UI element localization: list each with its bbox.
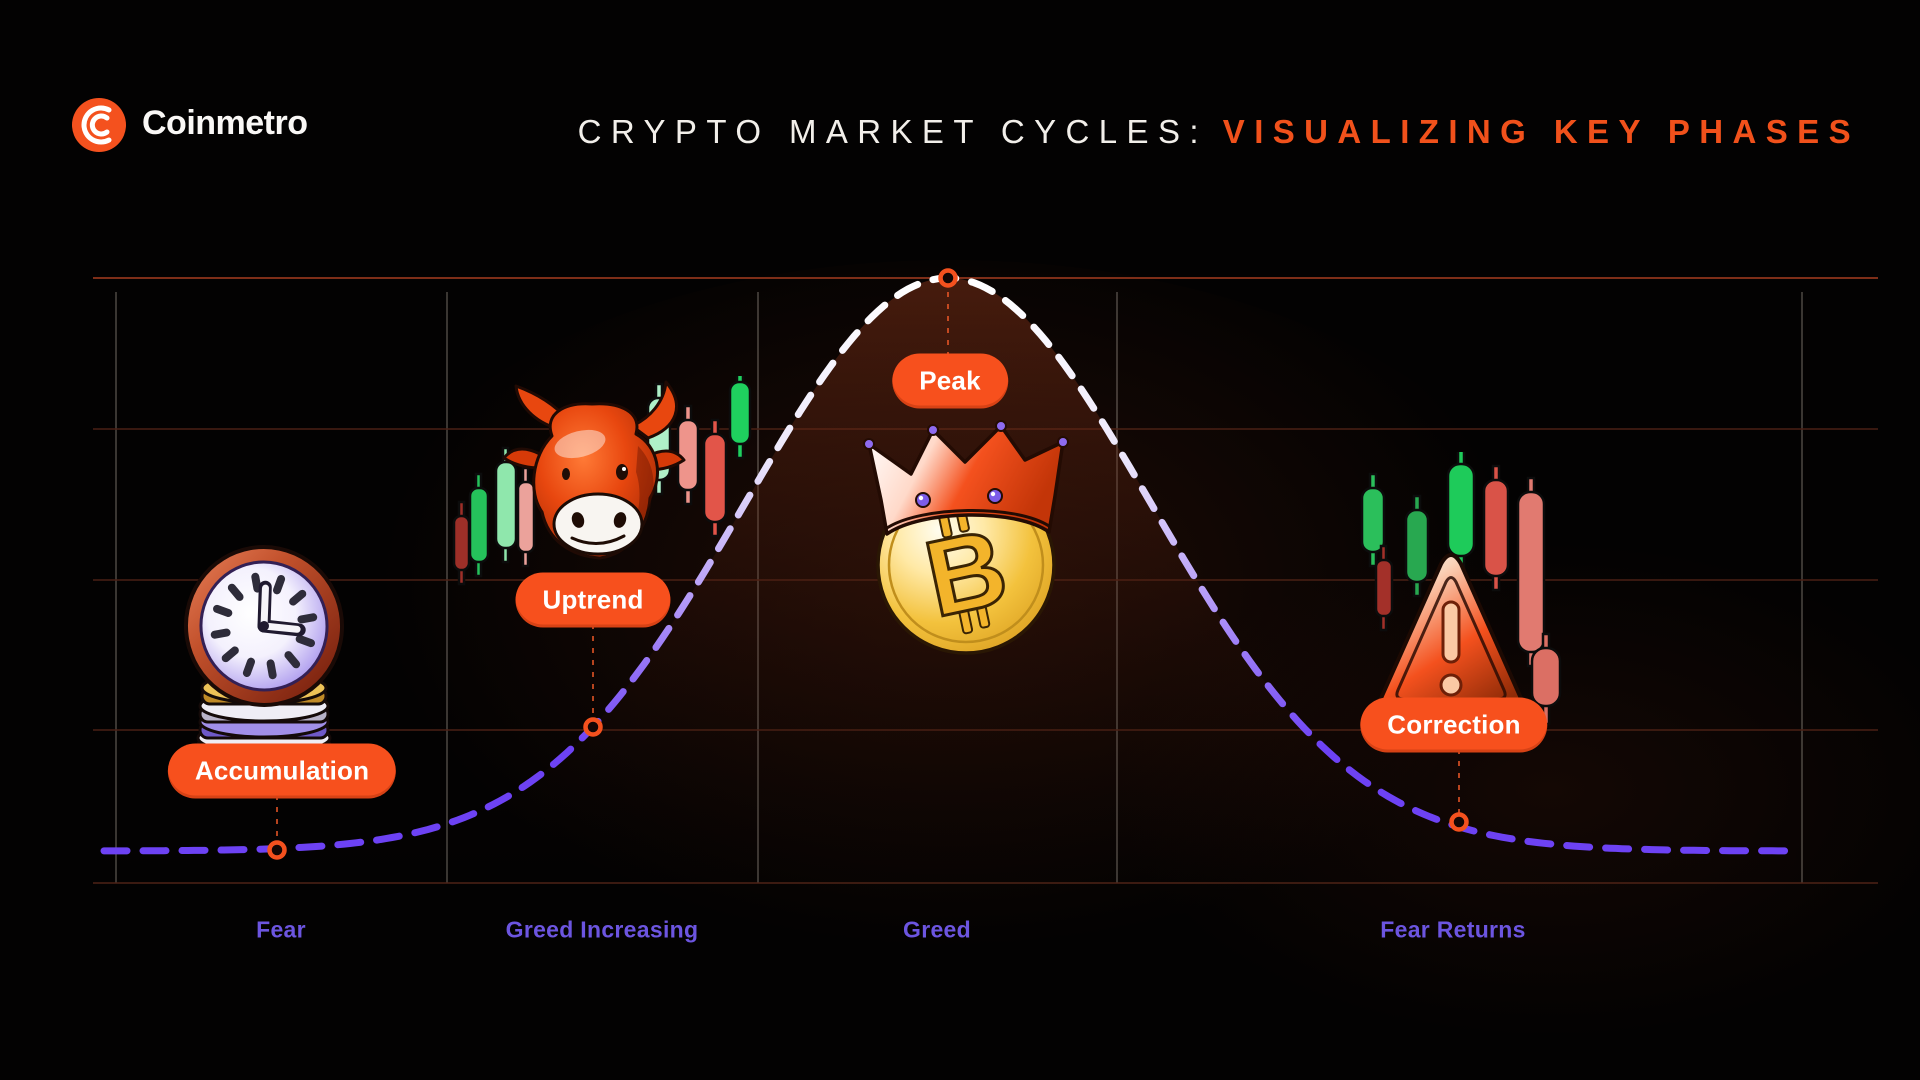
uptrend-marker <box>583 717 603 737</box>
page-title: CRYPTO MARKET CYCLES: VISUALIZING KEY PHA… <box>578 113 1860 151</box>
title-accent: VISUALIZING KEY PHASES <box>1222 113 1860 150</box>
title-main: CRYPTO MARKET CYCLES: <box>577 113 1208 150</box>
correction-marker <box>1449 812 1469 832</box>
market-cycle-line <box>100 274 1800 855</box>
peak-marker <box>938 268 958 288</box>
badge-connectors <box>276 278 1460 850</box>
accumulation-marker <box>267 840 287 860</box>
header: Coinmetro CRYPTO MARKET CYCLES: VISUALIZI… <box>0 0 1920 180</box>
brand-name: Coinmetro <box>142 104 308 142</box>
cycle-markers <box>267 268 1469 860</box>
coinmetro-c-icon <box>72 98 126 152</box>
